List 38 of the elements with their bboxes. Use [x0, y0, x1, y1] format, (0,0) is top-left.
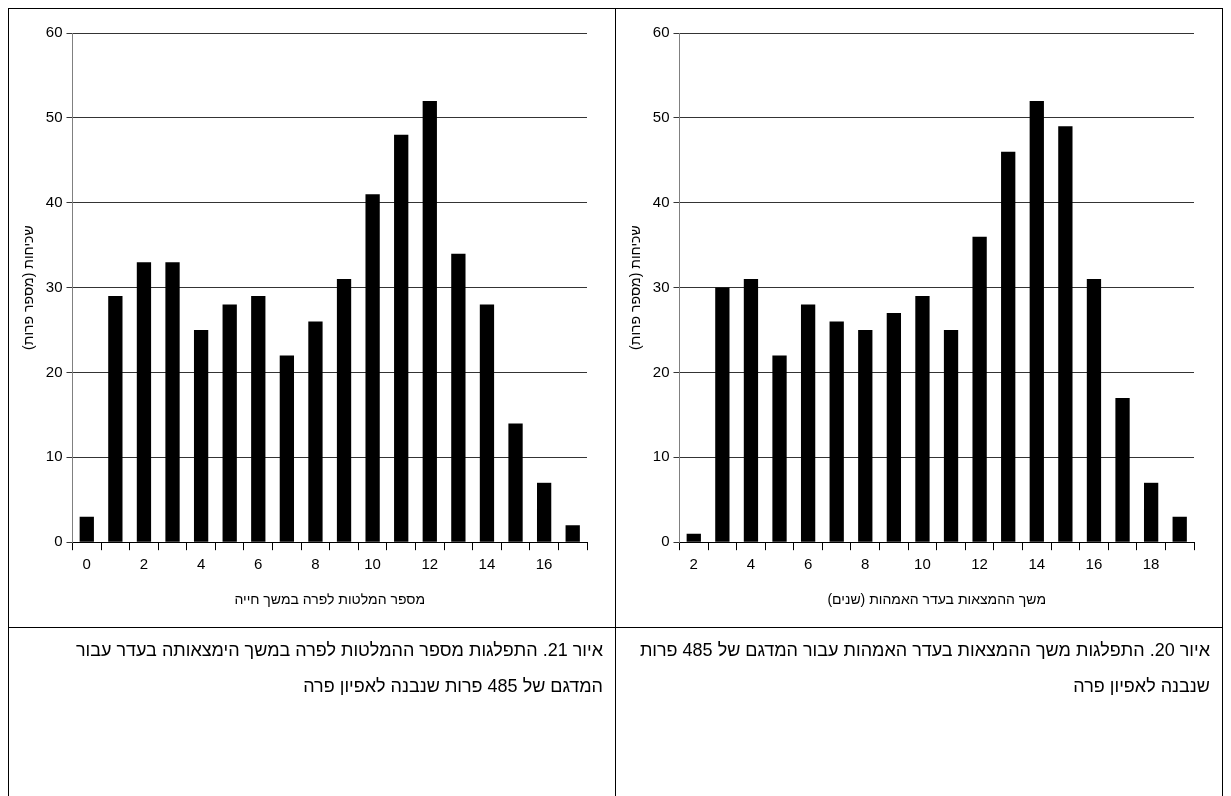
x-tick-label: 2 [139, 555, 149, 573]
text: איור 21. התפלגות מספר ההמלטות לפרה במשך הימצאותה בעדר עבור המדגם של 485 פרות שנבנה לאפיון פרה [74, 639, 603, 698]
x-axis-title: משך ההמצאות בעדר האמהות (שנים) [827, 591, 1047, 608]
x-axis-title: מספר המלטות לפרה במשך חייה [234, 591, 426, 608]
x-tick-label: 14 [1028, 555, 1046, 573]
x-tick-label: 4 [196, 555, 206, 573]
y-axis-title: שכיחות (מספר פרות) [627, 225, 644, 350]
y-axis-title: שכיחות (מספר פרות) [20, 225, 37, 350]
x-tick-label: 16 [535, 555, 553, 573]
x-tick-label: 8 [311, 555, 320, 573]
x-tick-label: 10 [364, 555, 381, 573]
x-tick-label: 12 [971, 555, 988, 573]
x-tick-label: 12 [421, 555, 439, 573]
y-tick-label: 60 [45, 23, 63, 41]
x-tick-label: 6 [254, 555, 263, 573]
y-tick-label: 0 [54, 532, 63, 550]
x-tick-label: 10 [914, 555, 931, 573]
y-tick-label: 30 [45, 277, 63, 295]
y-tick-label: 20 [652, 362, 670, 380]
y-tick-label: 40 [652, 192, 670, 210]
y-tick-label: 40 [45, 192, 63, 210]
y-tick-label: 20 [45, 362, 63, 380]
x-tick-label: 16 [1085, 555, 1103, 573]
y-tick-label: 50 [652, 108, 670, 126]
x-tick-label: 4 [746, 555, 756, 573]
y-tick-label: 50 [45, 108, 63, 126]
y-tick-label: 30 [652, 277, 670, 295]
y-tick-label: 0 [661, 532, 670, 550]
x-tick-label: 0 [82, 555, 91, 573]
x-tick-label: 14 [478, 555, 496, 573]
x-tick-label: 6 [803, 555, 813, 573]
y-tick-label: 10 [45, 447, 63, 465]
y-tick-label: 10 [652, 447, 670, 465]
x-tick-label: 18 [1142, 555, 1160, 573]
text: איור 20. התפלגות משך ההמצאות בעדר האמהות עבור המדגם של 485 פרות שנבנה לאפיון פרה [638, 639, 1210, 698]
x-tick-label: 8 [861, 555, 870, 573]
x-tick-label: 2 [689, 555, 698, 573]
y-tick-label: 60 [652, 23, 670, 41]
